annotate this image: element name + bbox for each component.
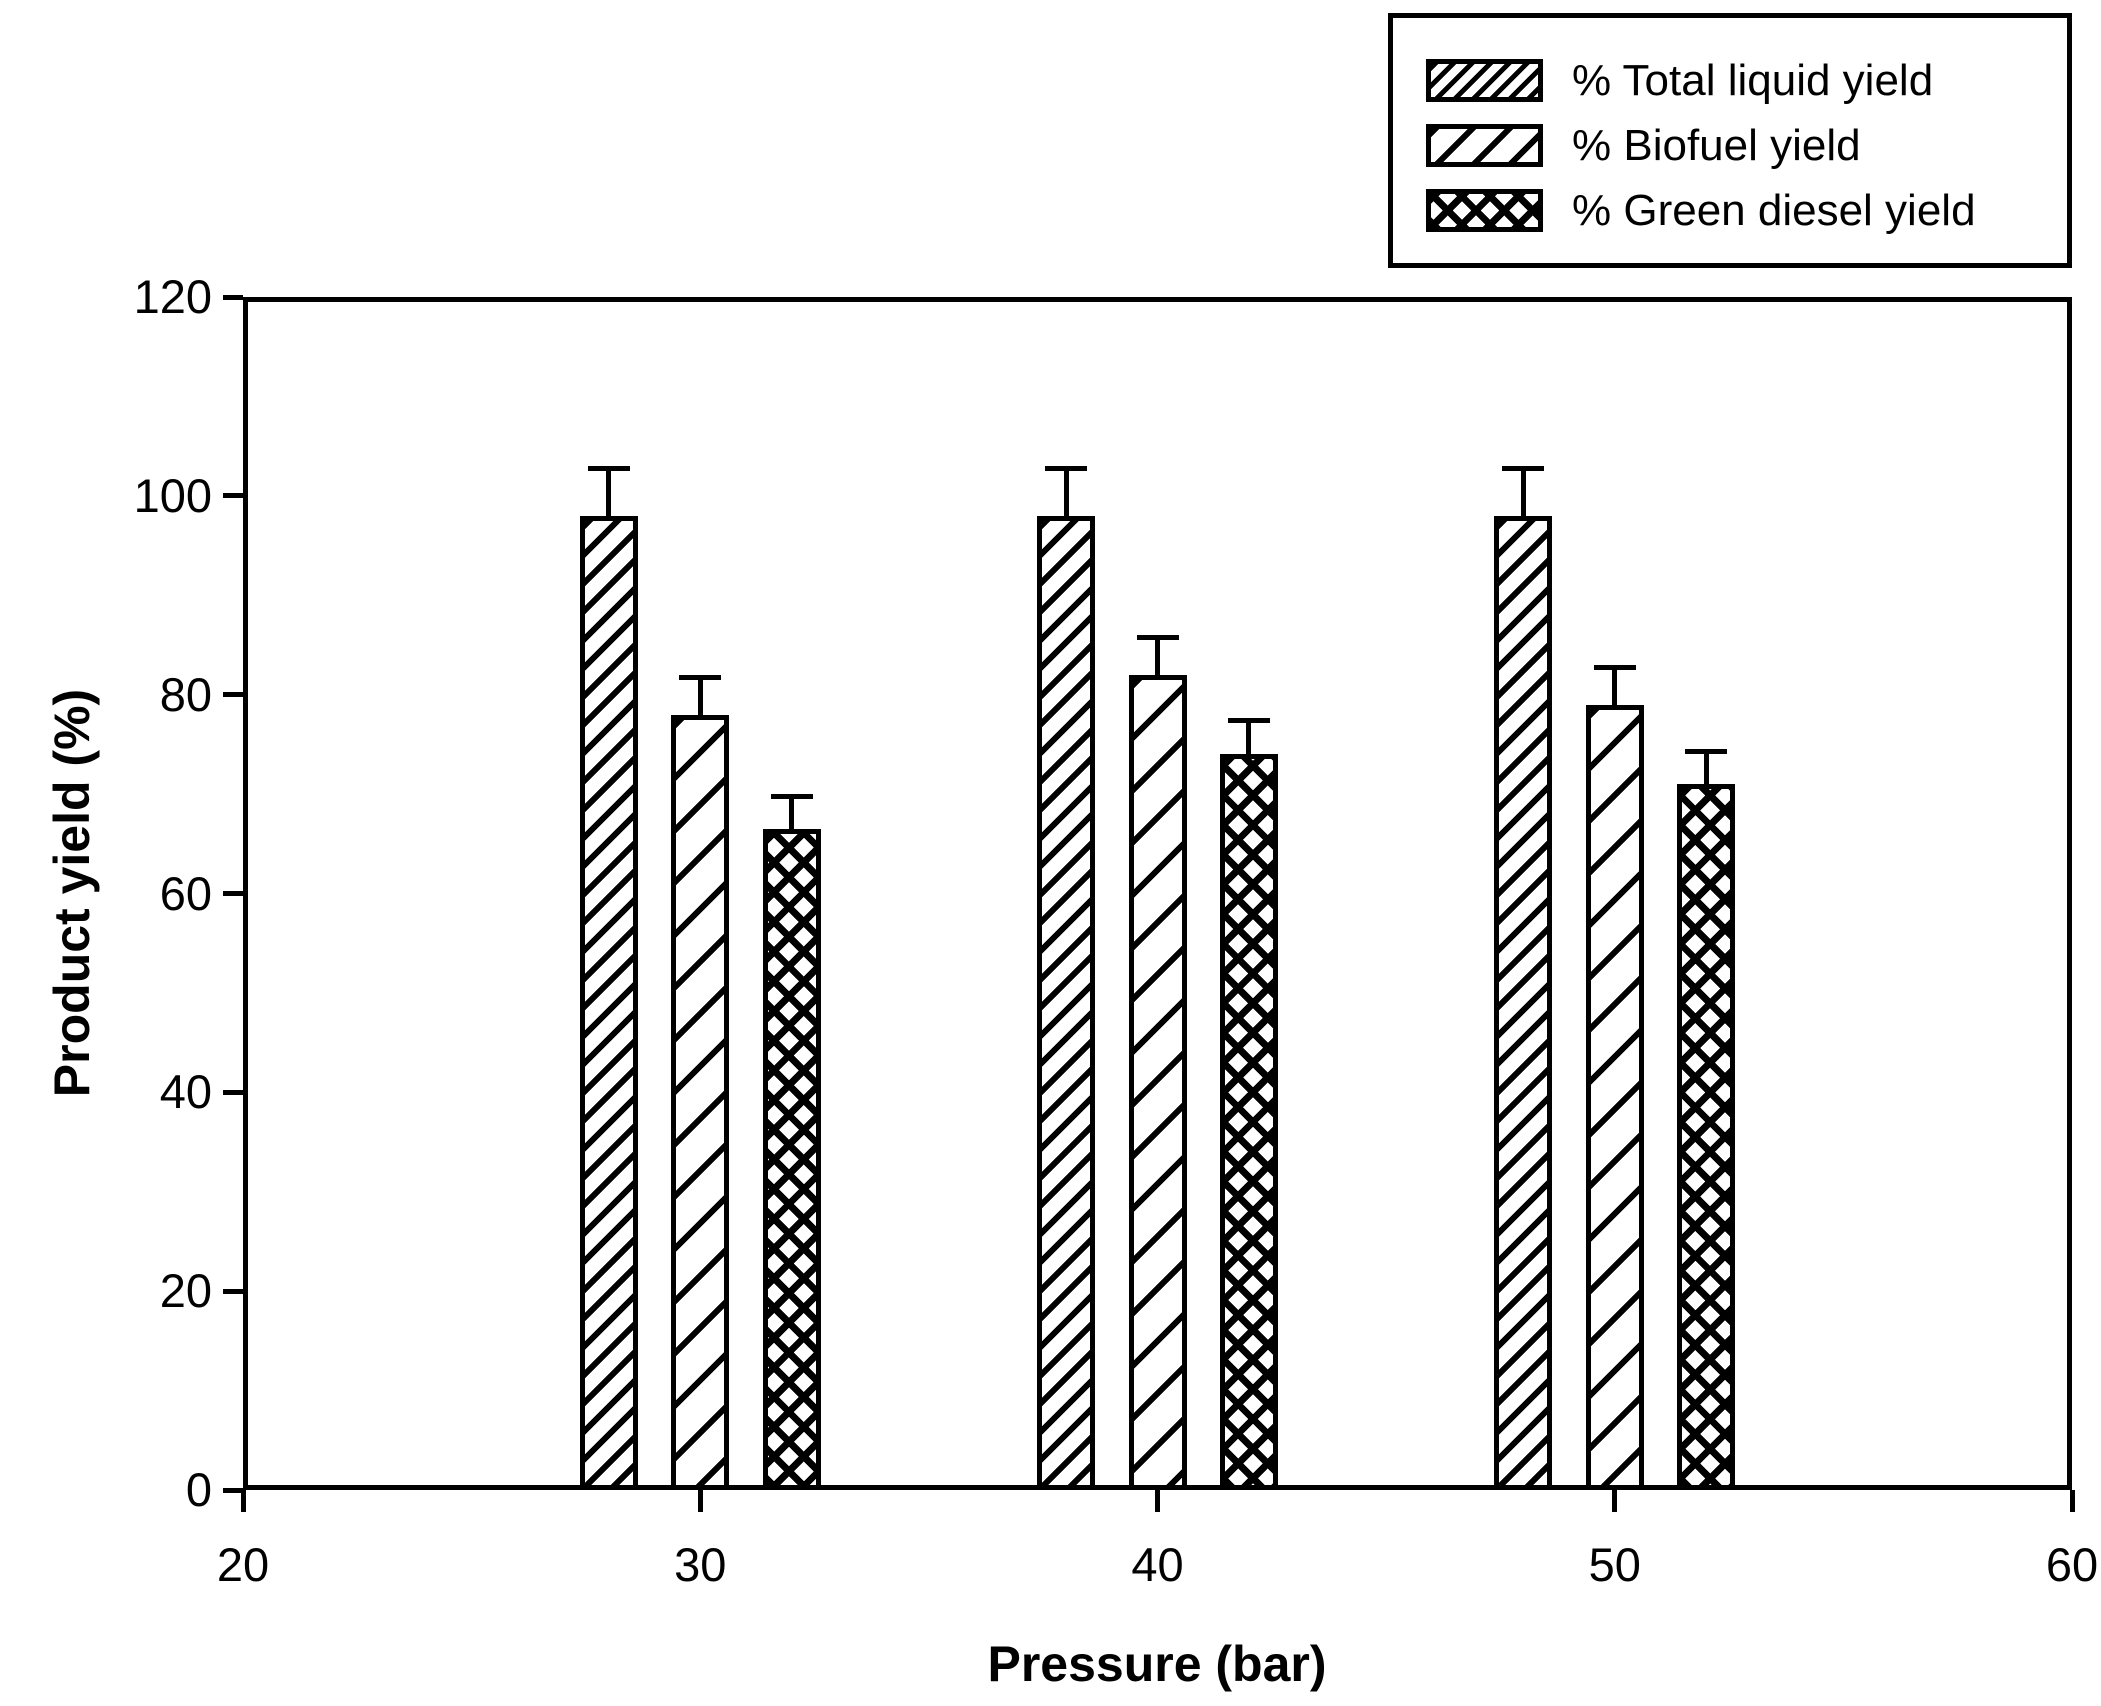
x-axis-tick-label: 20 [216, 1538, 270, 1591]
bar-total-liquid-yield [1037, 515, 1096, 1490]
error-bar-stem [1155, 635, 1160, 675]
y-axis-tick-label: 100 [133, 468, 212, 522]
legend: % Total liquid yield % Biofuel yield % G… [1388, 13, 2072, 268]
error-bar-cap [1593, 664, 1636, 670]
error-bar-cap [1227, 717, 1270, 723]
error-bar-cap [1502, 466, 1545, 471]
y-axis-tick [223, 1487, 243, 1493]
error-bar-stem [1246, 717, 1252, 755]
error-bar-cap [1136, 635, 1179, 641]
y-axis-tick-label: 60 [159, 866, 212, 920]
y-axis-tick-label: 40 [159, 1065, 212, 1119]
bar-green-diesel-yield [1677, 784, 1736, 1490]
x-axis-tick-label: 40 [1131, 1538, 1184, 1591]
y-axis-tick [223, 692, 243, 698]
error-bar-stem [1063, 466, 1069, 516]
y-axis-title: Product yield (%) [44, 688, 100, 1098]
x-axis-tick-label: 50 [1588, 1538, 1641, 1591]
x-axis-tick-label: 60 [2045, 1538, 2099, 1591]
error-bar-stem [1703, 749, 1709, 785]
sparse-diagonal-hatch-swatch-icon [1426, 124, 1543, 167]
y-axis-tick [223, 891, 243, 896]
legend-item-biofuel-yield: % Biofuel yield [1393, 113, 2067, 178]
error-bar-stem [606, 466, 612, 516]
x-axis-tick [1155, 1490, 1160, 1512]
error-bar-cap [770, 794, 813, 800]
legend-label: % Total liquid yield [1572, 55, 1934, 105]
error-bar-stem [789, 794, 795, 829]
bar-biofuel-yield [671, 714, 730, 1490]
crosshatch-swatch-icon [1426, 189, 1543, 232]
y-axis-tick [223, 493, 243, 499]
y-axis-tick-label: 120 [133, 270, 212, 323]
bar-biofuel-yield [1128, 674, 1187, 1490]
bar-total-liquid-yield [579, 515, 638, 1490]
error-bar-cap [587, 466, 630, 471]
legend-item-total-liquid-yield: % Total liquid yield [1393, 48, 2067, 113]
x-axis-tick [240, 1490, 246, 1512]
y-axis-tick [223, 1089, 243, 1095]
bar-biofuel-yield [1585, 704, 1644, 1490]
x-axis-tick [1612, 1490, 1618, 1512]
bar-green-diesel-yield [762, 828, 821, 1490]
error-bar-stem [697, 674, 703, 715]
bar-total-liquid-yield [1494, 515, 1553, 1490]
y-axis-tick [223, 1288, 243, 1294]
error-bar-stem [1520, 466, 1526, 516]
x-axis-tick-label: 30 [674, 1538, 727, 1591]
plot-area [243, 297, 2072, 1490]
x-axis-title: Pressure (bar) [987, 1636, 1327, 1692]
y-axis-tick [223, 294, 243, 300]
x-axis-tick [2069, 1490, 2075, 1512]
error-bar-cap [679, 674, 722, 680]
legend-item-green-diesel-yield: % Green diesel yield [1393, 178, 2067, 243]
error-bar-cap [1685, 749, 1728, 755]
legend-label: % Green diesel yield [1572, 185, 1976, 235]
error-bar-stem [1612, 664, 1618, 705]
y-axis-tick-label: 0 [185, 1463, 212, 1516]
error-bar-cap [1045, 466, 1088, 471]
bar-green-diesel-yield [1219, 754, 1278, 1490]
y-axis-tick-label: 80 [159, 667, 212, 721]
x-axis-tick [697, 1490, 703, 1512]
dense-diagonal-hatch-swatch-icon [1426, 59, 1543, 102]
legend-label: % Biofuel yield [1572, 120, 1861, 170]
y-axis-tick-label: 20 [159, 1264, 212, 1318]
